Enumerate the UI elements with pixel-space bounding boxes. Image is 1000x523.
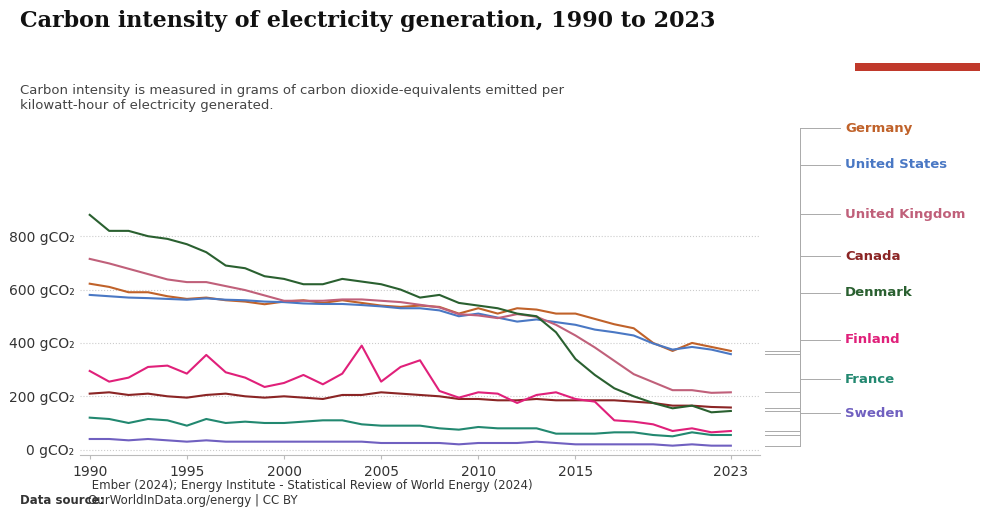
Text: United States: United States <box>845 158 947 171</box>
Text: Carbon intensity is measured in grams of carbon dioxide-equivalents emitted per
: Carbon intensity is measured in grams of… <box>20 84 564 112</box>
Text: France: France <box>845 373 895 385</box>
Text: United Kingdom: United Kingdom <box>845 208 965 221</box>
Text: Sweden: Sweden <box>845 407 904 419</box>
Text: Denmark: Denmark <box>845 287 913 299</box>
Text: Ember (2024); Energy Institute - Statistical Review of World Energy (2024)
OurWo: Ember (2024); Energy Institute - Statist… <box>88 479 533 507</box>
Text: Canada: Canada <box>845 250 900 263</box>
Text: Data source:: Data source: <box>20 494 104 507</box>
Bar <box>855 63 980 71</box>
Text: Germany: Germany <box>845 122 912 134</box>
Text: Carbon intensity of electricity generation, 1990 to 2023: Carbon intensity of electricity generati… <box>20 10 715 32</box>
Text: Our World
in Data: Our World in Data <box>882 19 953 48</box>
Text: Finland: Finland <box>845 334 901 346</box>
